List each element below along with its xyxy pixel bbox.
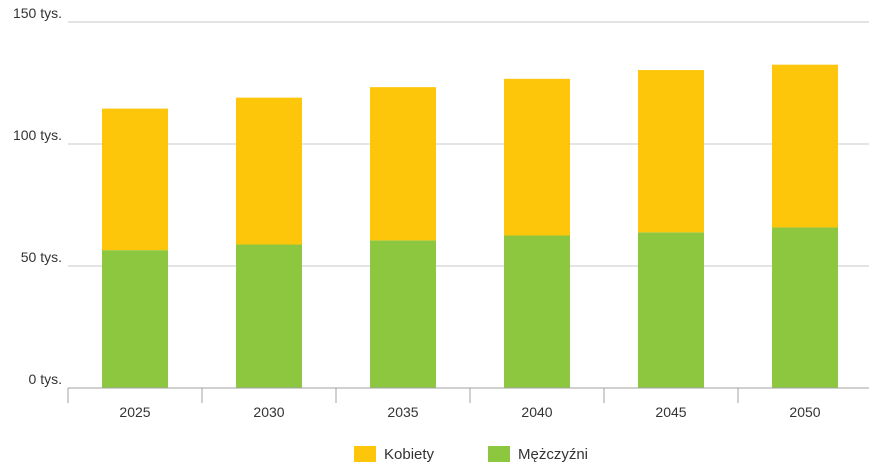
- bar-segment-kobiety: [504, 78, 570, 236]
- y-tick-label: 50 tys.: [21, 249, 62, 265]
- bar-segment-mezczyzni: [236, 244, 302, 388]
- y-axis-ticks: 0 tys. 50 tys. 100 tys. 150 tys.: [13, 5, 62, 387]
- x-tick-label: 2050: [789, 404, 820, 420]
- bar-segment-kobiety: [102, 108, 168, 251]
- bar-segment-mezczyzni: [638, 232, 704, 388]
- bar-segment-mezczyzni: [504, 235, 570, 388]
- bar-segment-kobiety: [772, 64, 838, 228]
- y-tick-label: 0 tys.: [29, 371, 62, 387]
- bar-segment-mezczyzni: [102, 250, 168, 388]
- x-axis: 2025 2030 2035 2040 2045 2050: [67, 387, 869, 420]
- legend-label: Mężczyźni: [518, 446, 588, 463]
- x-tick-label: 2030: [253, 404, 284, 420]
- bar-segment-mezczyzni: [370, 240, 436, 388]
- y-tick-label: 150 tys.: [13, 5, 62, 21]
- bar-segment-mezczyzni: [772, 227, 838, 388]
- x-tick-label: 2025: [119, 404, 150, 420]
- bar-segment-kobiety: [236, 97, 302, 245]
- legend-swatch: [354, 446, 376, 462]
- bar-segment-kobiety: [370, 87, 436, 241]
- bars: [102, 64, 838, 388]
- legend: Kobiety Mężczyźni: [354, 446, 588, 463]
- y-tick-label: 100 tys.: [13, 127, 62, 143]
- bar-segment-kobiety: [638, 70, 704, 233]
- legend-label: Kobiety: [384, 446, 435, 463]
- legend-swatch: [488, 446, 510, 462]
- x-tick-label: 2045: [655, 404, 686, 420]
- x-tick-label: 2035: [387, 404, 418, 420]
- x-tick-label: 2040: [521, 404, 552, 420]
- grid-lines: [68, 21, 869, 267]
